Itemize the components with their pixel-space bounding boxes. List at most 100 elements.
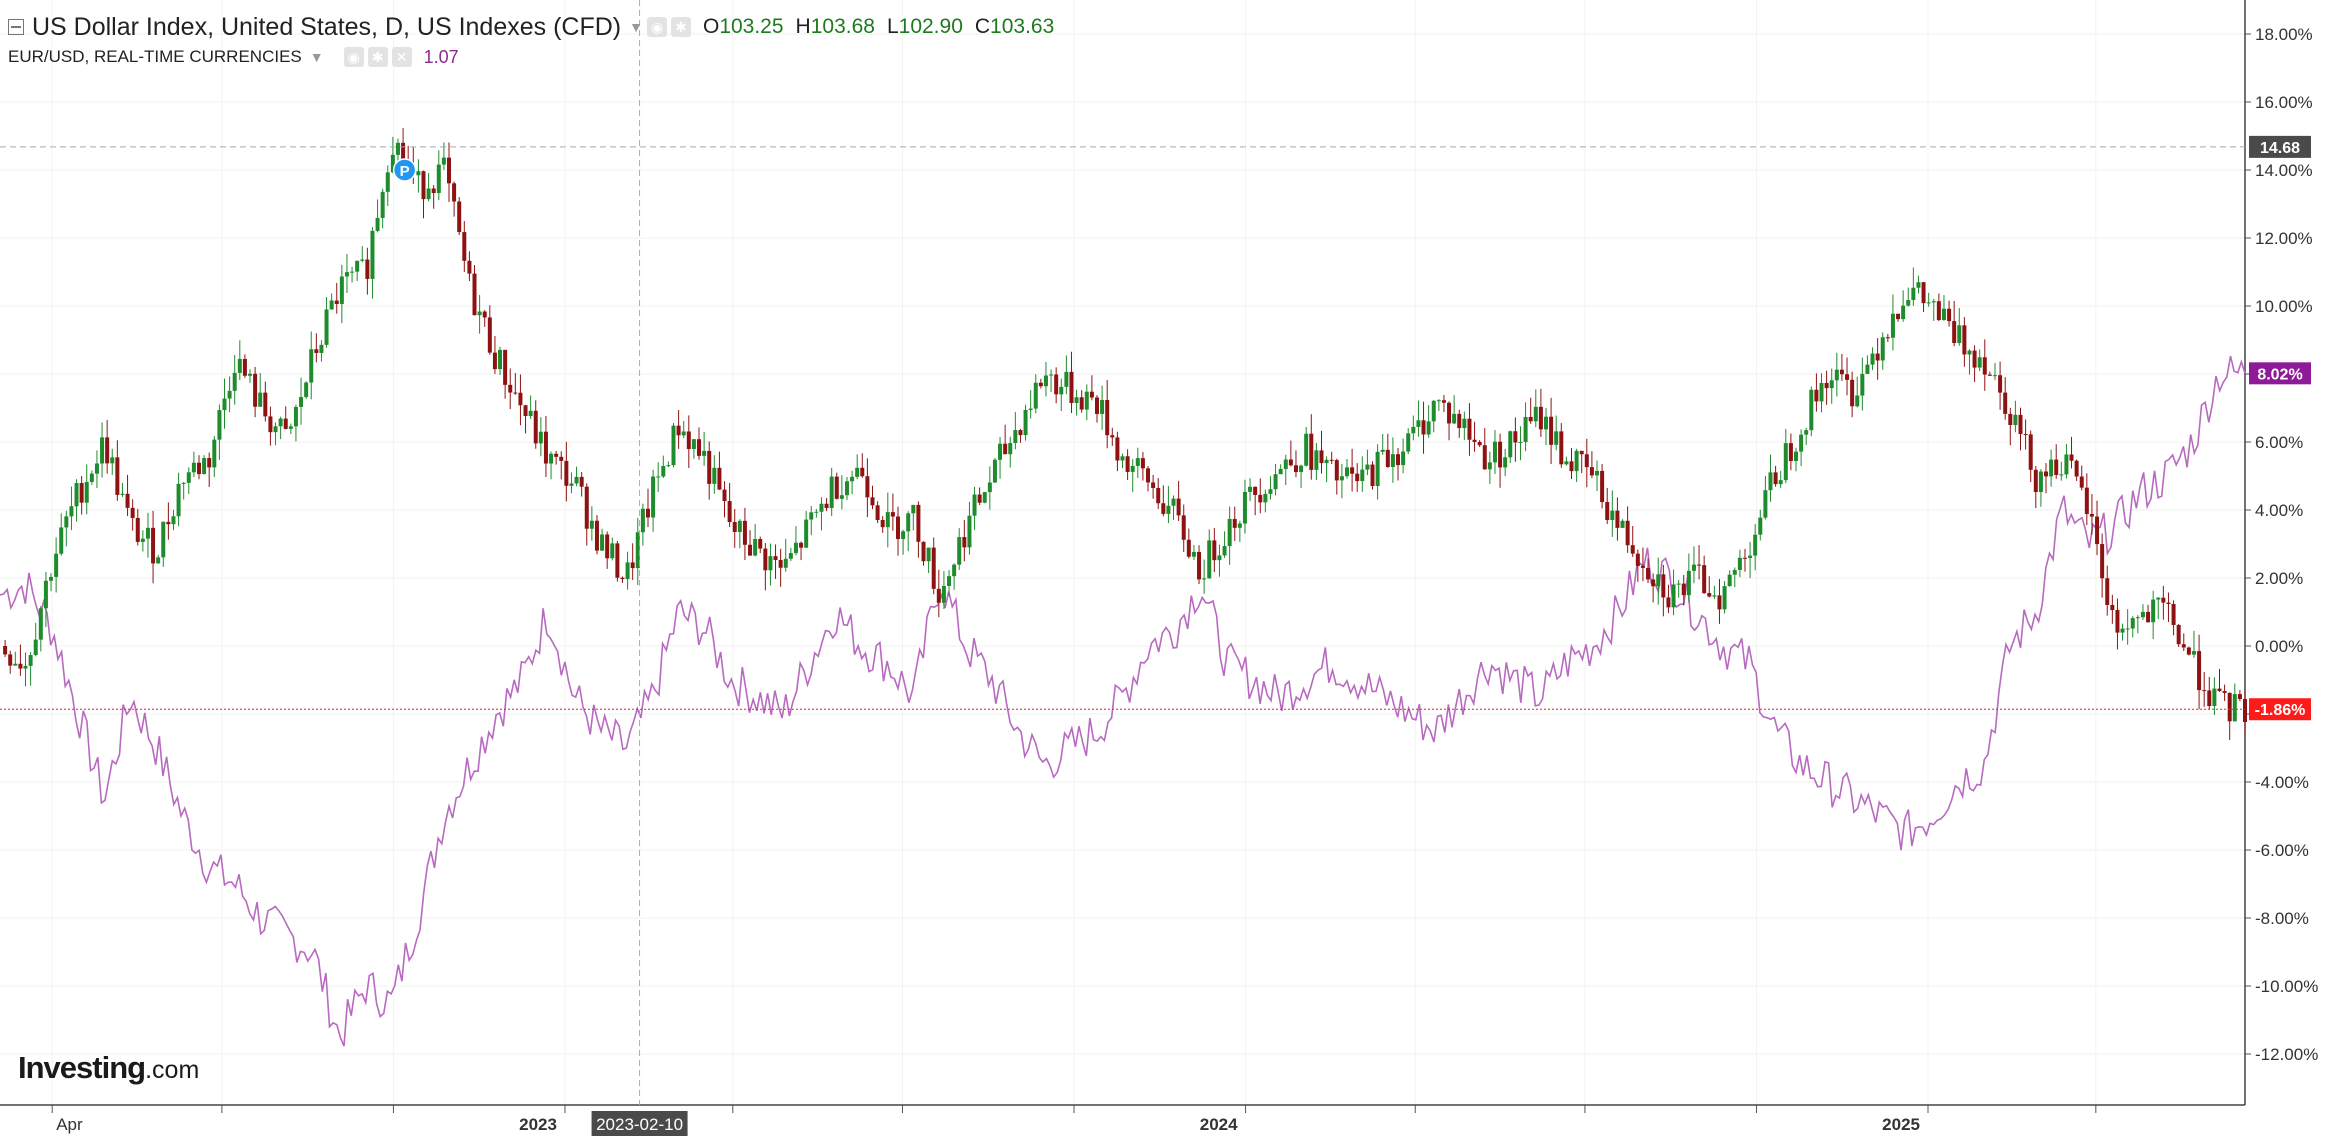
candle-body <box>533 410 538 444</box>
eye-icon[interactable]: ◉ <box>343 47 364 67</box>
candle-body <box>2130 618 2135 629</box>
price-badge <box>2249 135 2311 158</box>
candle-body <box>722 489 727 502</box>
candle-body <box>1640 565 1645 568</box>
candle-body <box>2181 644 2186 648</box>
candle-body <box>304 382 309 398</box>
candle-body <box>268 416 273 433</box>
candle-body <box>1896 313 1901 320</box>
gear-icon[interactable]: ✱ <box>670 17 691 37</box>
secondary-series-legend[interactable]: EUR/USD, REAL-TIME CURRENCIES ▼ ◉ ✱ ✕ 1.… <box>0 45 459 69</box>
close-icon[interactable]: ✕ <box>391 47 412 67</box>
candle-body <box>2120 628 2125 633</box>
ohlc-open: O103.25 <box>702 15 784 38</box>
candle-body <box>523 405 528 417</box>
candle-body <box>1804 430 1809 435</box>
candle-body <box>1543 416 1548 430</box>
candle-body <box>492 352 497 370</box>
collapse-icon[interactable] <box>8 19 24 35</box>
candle-body <box>926 547 931 562</box>
candle-body <box>901 531 906 540</box>
candle-body <box>156 557 161 564</box>
candle-body <box>1610 510 1615 520</box>
candle-body <box>171 516 176 525</box>
candle-body <box>253 373 258 407</box>
y-tick-label: 2.00% <box>2255 569 2303 588</box>
candle-body <box>467 260 472 274</box>
candle-body <box>1033 382 1038 409</box>
candle-body <box>1829 380 1834 389</box>
candle-body <box>1656 574 1661 587</box>
candle-body <box>1441 400 1446 403</box>
price-badge-label: 14.68 <box>2260 140 2300 157</box>
candle-body <box>1875 353 1880 361</box>
y-tick-label: -8.00% <box>2255 909 2309 928</box>
candle-body <box>1605 502 1610 520</box>
candle-body <box>334 300 339 304</box>
candle-body <box>1681 583 1686 596</box>
candle-body <box>1773 472 1778 485</box>
chevron-down-icon[interactable]: ▼ <box>629 19 643 35</box>
candle-body <box>1115 437 1120 461</box>
candle-body <box>793 542 798 554</box>
candle-body <box>1390 454 1395 467</box>
candle-body <box>952 564 957 577</box>
candle-body <box>1467 418 1472 440</box>
candle-body <box>151 527 156 564</box>
candle-body <box>732 522 737 532</box>
candle-body <box>1003 443 1008 455</box>
candle-body <box>401 142 406 164</box>
candle-body <box>1947 308 1952 322</box>
chevron-down-icon[interactable]: ▼ <box>309 49 324 65</box>
candle-body <box>1202 578 1207 580</box>
candle-body <box>100 437 105 464</box>
candle-body <box>390 154 395 173</box>
candle-body <box>1299 465 1304 473</box>
eye-icon[interactable]: ◉ <box>646 17 667 37</box>
candle-body <box>457 201 462 233</box>
candle-body <box>181 482 186 484</box>
candle-body <box>2100 544 2105 579</box>
candle-body <box>2140 611 2145 618</box>
candle-body <box>554 453 559 457</box>
x-tick-label: 2024 <box>1200 1115 1238 1134</box>
candle-body <box>1579 450 1584 455</box>
candle-body <box>1452 413 1457 424</box>
candle-body <box>1248 486 1253 492</box>
candle-body <box>59 527 64 554</box>
candle-body <box>1186 539 1191 557</box>
candle-body <box>242 358 247 376</box>
candle-body <box>166 521 171 525</box>
gear-icon[interactable]: ✱ <box>367 47 388 67</box>
candle-body <box>1768 472 1773 491</box>
candle-body <box>819 503 824 512</box>
candle-body <box>3 646 8 655</box>
candle-body <box>559 456 564 461</box>
candle-body <box>1931 301 1936 303</box>
candle-body <box>727 501 732 523</box>
candle-body <box>1564 461 1569 465</box>
candle-body <box>1197 551 1202 580</box>
candle-body <box>360 259 365 261</box>
candle-body <box>1227 518 1232 547</box>
y-tick-label: 12.00% <box>2255 229 2313 248</box>
candle-body <box>1666 597 1671 608</box>
candle-body <box>1763 490 1768 518</box>
candle-body <box>28 655 33 666</box>
crosshair-date-badge <box>591 1111 688 1136</box>
main-series-legend[interactable]: US Dollar Index, United States, D, US In… <box>0 10 1054 44</box>
candle-body <box>834 476 839 499</box>
candle-body <box>528 410 533 417</box>
candle-body <box>365 259 370 279</box>
candle-body <box>1574 450 1579 472</box>
candle-body <box>176 483 181 517</box>
candle-body <box>1079 397 1084 410</box>
price-badge-label: -1.86% <box>2255 702 2306 719</box>
candle-body <box>1161 503 1166 514</box>
candle-body <box>1870 353 1875 365</box>
candle-body <box>1635 553 1640 566</box>
candle-body <box>1008 443 1013 455</box>
candle-body <box>1166 505 1171 514</box>
candle-body <box>691 439 696 449</box>
